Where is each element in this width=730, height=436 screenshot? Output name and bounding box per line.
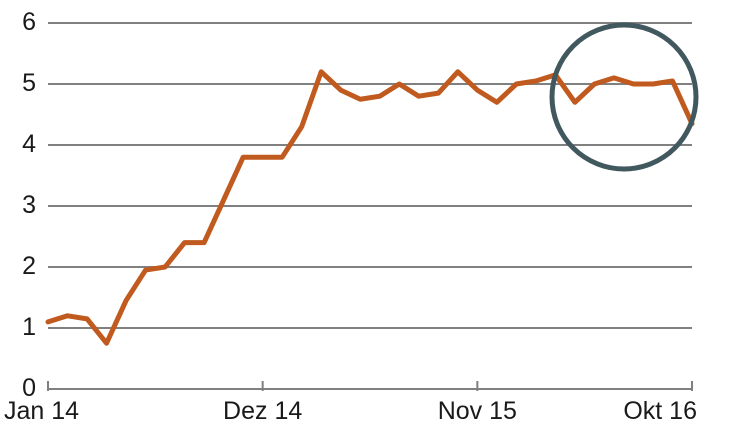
y-tick-label: 1 [22,313,36,341]
y-tick-label: 6 [22,8,36,36]
series-line-0 [45,69,695,346]
x-tick-label: Okt 16 [623,397,697,425]
y-tick-label: 2 [22,252,36,280]
highlight-circle [549,22,699,172]
x-axis [47,381,693,391]
y-tick-label: 4 [22,130,36,158]
gridlines [48,22,692,329]
y-tick-label: 0 [22,374,36,402]
y-tick-label: 5 [22,69,36,97]
x-tick-label: Jan 14 [4,397,80,425]
annotations [549,22,699,172]
x-tick-label: Nov 15 [437,397,517,425]
y-tick-label: 3 [22,191,36,219]
x-tick-label: Dez 14 [223,397,303,425]
data-series [45,69,695,346]
